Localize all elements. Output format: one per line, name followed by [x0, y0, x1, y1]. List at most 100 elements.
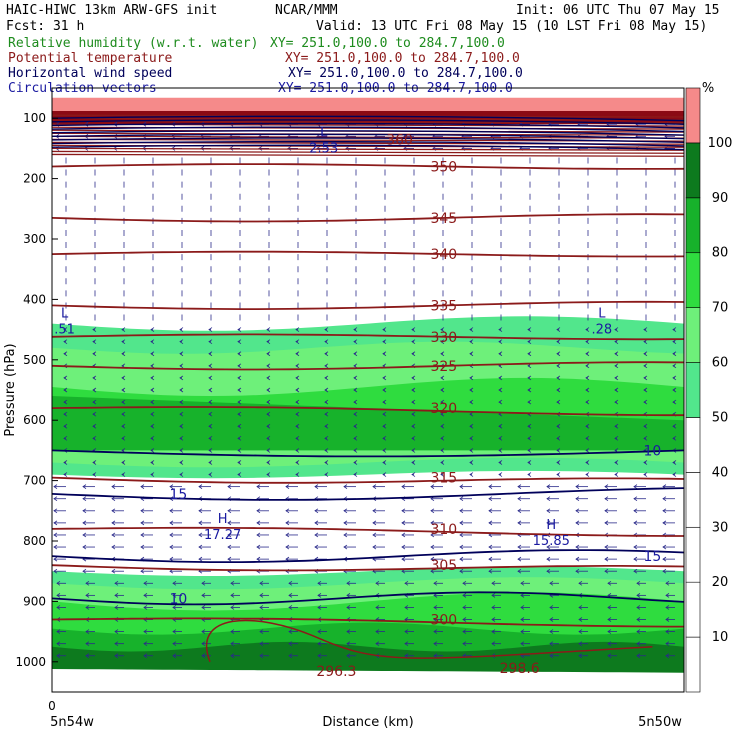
theta-contour: [52, 250, 684, 258]
vector-head: [440, 399, 445, 405]
vector-head: [662, 544, 667, 550]
vector-head: [82, 532, 87, 538]
vector-head: [404, 641, 409, 647]
vector-head: [585, 448, 590, 453]
vector-head: [92, 351, 97, 357]
vector-head: [53, 544, 58, 550]
vector-head: [111, 520, 116, 526]
vector-head: [440, 472, 445, 477]
wind-contour: [52, 549, 684, 563]
vector-head: [556, 423, 561, 429]
vector-head: [585, 339, 590, 345]
vector-head: [527, 448, 532, 453]
vector-head: [604, 556, 609, 562]
vector-head: [469, 351, 474, 357]
vector-head: [324, 399, 329, 405]
vector-head: [662, 508, 667, 514]
colorbar-segment: [685, 636, 701, 693]
theta-label: 315: [430, 471, 457, 487]
vector-head: [227, 556, 232, 562]
vector-head: [114, 641, 119, 647]
vector-head: [295, 411, 300, 417]
vector-head: [288, 605, 293, 610]
vector-head: [527, 435, 532, 441]
vector-head: [527, 327, 532, 332]
vector-head: [82, 544, 87, 550]
vector-head: [498, 351, 503, 357]
vector-head: [517, 484, 522, 489]
wind-contour-upper: [52, 126, 684, 133]
theta-label: 296.3: [316, 664, 356, 680]
vector-head: [498, 375, 503, 381]
vector-head: [150, 363, 155, 369]
vector-head: [488, 556, 493, 562]
vector-head: [498, 327, 503, 332]
theta-contour: [52, 300, 684, 310]
vector-head: [604, 568, 609, 574]
vector-head: [85, 653, 90, 659]
vector-head: [63, 472, 68, 477]
vector-head: [404, 605, 409, 610]
vector-head: [462, 617, 467, 622]
vector-head: [169, 544, 174, 550]
vector-head: [527, 375, 532, 381]
vector-head: [411, 460, 416, 465]
vector-head: [382, 423, 387, 429]
vector-head: [150, 327, 155, 332]
vector-head: [382, 387, 387, 393]
vector-head: [172, 629, 177, 634]
vector-head: [353, 327, 358, 332]
vector-head: [375, 605, 380, 610]
vector-head: [546, 508, 551, 514]
vector-head: [607, 641, 612, 647]
vector-head: [578, 641, 583, 647]
vector-head: [498, 448, 503, 453]
vector-head: [614, 460, 619, 465]
vector-head: [114, 593, 119, 598]
vector-head: [549, 617, 554, 622]
vector-head: [459, 544, 464, 550]
vector-head: [53, 508, 58, 514]
vector-head: [546, 520, 551, 526]
vector-head: [491, 580, 496, 586]
theta-contour: [52, 361, 684, 371]
vector-head: [575, 568, 580, 574]
vector-head: [433, 653, 438, 659]
vector-head: [150, 472, 155, 477]
wind-contour-upper: [52, 133, 684, 140]
vector-head: [324, 472, 329, 477]
vector-head: [256, 544, 261, 550]
vector-head: [288, 653, 293, 659]
vector-head: [288, 641, 293, 647]
vector-head: [527, 387, 532, 393]
y-tick-label: 200: [23, 172, 46, 186]
vector-head: [295, 448, 300, 453]
vector-head: [169, 520, 174, 526]
vector-head: [324, 327, 329, 332]
vector-head: [440, 411, 445, 417]
vector-head: [556, 399, 561, 405]
theta-contour: [52, 476, 684, 484]
vector-head: [469, 448, 474, 453]
vector-head: [604, 544, 609, 550]
vector-head: [556, 339, 561, 345]
vector-head: [440, 339, 445, 345]
wind-contour-upper: [52, 130, 684, 136]
theta-contour: [52, 526, 684, 537]
vector-head: [266, 387, 271, 393]
vector-head: [440, 387, 445, 393]
vector-head: [85, 580, 90, 586]
extremum-marker: H: [546, 518, 556, 533]
vector-head: [459, 520, 464, 526]
wind-label: 10: [643, 443, 661, 459]
x-tick-zero: 0: [48, 699, 56, 713]
vector-head: [556, 435, 561, 441]
vector-head: [440, 460, 445, 465]
vector-head: [488, 544, 493, 550]
vector-head: [433, 617, 438, 622]
vector-head: [111, 508, 116, 514]
vector-head: [295, 423, 300, 429]
wind-label: 15: [169, 487, 187, 503]
vector-head: [469, 375, 474, 381]
